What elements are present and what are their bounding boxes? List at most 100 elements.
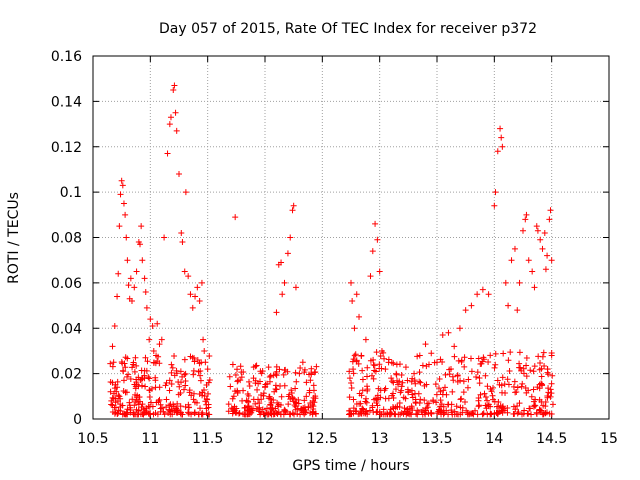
data-point [267, 404, 274, 411]
data-point [359, 387, 366, 394]
data-point [500, 350, 507, 357]
data-point [197, 372, 204, 379]
data-point [518, 383, 525, 390]
data-point [520, 370, 527, 377]
data-point [263, 405, 270, 412]
data-point [196, 298, 203, 305]
data-point [117, 191, 124, 198]
data-point [358, 352, 365, 359]
data-point [435, 385, 442, 392]
data-point [356, 410, 363, 417]
data-point [435, 408, 442, 415]
data-point [514, 384, 521, 391]
data-point [390, 379, 397, 386]
data-point [179, 411, 186, 418]
data-point [195, 368, 202, 375]
data-point [285, 401, 292, 408]
data-point [282, 366, 289, 373]
data-point [348, 380, 355, 387]
data-point [505, 357, 512, 364]
data-point [349, 298, 356, 305]
data-point [171, 352, 178, 359]
data-point [392, 411, 399, 418]
data-point [376, 408, 383, 415]
data-point [182, 382, 189, 389]
data-point [246, 378, 253, 385]
data-point [392, 386, 399, 393]
data-point [226, 373, 233, 380]
data-point [245, 411, 252, 418]
data-point [249, 407, 256, 414]
data-point [416, 352, 423, 359]
data-point [547, 386, 554, 393]
data-point [523, 354, 530, 361]
data-point [485, 403, 492, 410]
data-point [498, 382, 505, 389]
data-point [152, 409, 159, 416]
data-point [163, 404, 170, 411]
data-point [490, 396, 497, 403]
data-point [443, 391, 450, 398]
data-point [273, 309, 280, 316]
data-point [250, 364, 257, 371]
data-point [177, 368, 184, 375]
data-point [388, 375, 395, 382]
data-point [206, 377, 213, 384]
data-point [131, 368, 138, 375]
data-point [534, 384, 541, 391]
data-point [364, 387, 371, 394]
data-point [460, 389, 467, 396]
data-point [516, 349, 523, 356]
data-point [243, 397, 250, 404]
data-point [416, 378, 423, 385]
data-point [153, 352, 160, 359]
data-point [375, 385, 382, 392]
data-point [312, 369, 319, 376]
data-point [538, 373, 545, 380]
data-point [399, 379, 406, 386]
data-point [205, 411, 212, 418]
data-point [423, 405, 430, 412]
data-point [244, 407, 251, 414]
data-point [518, 411, 525, 418]
data-point [120, 200, 127, 207]
data-point [428, 350, 435, 357]
data-point [201, 387, 208, 394]
data-point [171, 82, 178, 89]
data-point [233, 409, 240, 416]
data-point [132, 385, 139, 392]
y-tick-label: 0 [73, 412, 82, 428]
data-point [114, 293, 121, 300]
data-point [512, 406, 519, 413]
data-point [499, 404, 506, 411]
data-point [176, 383, 183, 390]
data-point [350, 370, 357, 377]
data-point [492, 350, 499, 357]
data-point [194, 356, 201, 363]
data-point [185, 410, 192, 417]
data-point [237, 363, 244, 370]
data-point [152, 360, 159, 367]
data-point [203, 395, 210, 402]
data-point [107, 360, 114, 367]
data-point [489, 392, 496, 399]
data-point [468, 302, 475, 309]
data-point [159, 404, 166, 411]
data-point [378, 347, 385, 354]
data-point [473, 374, 480, 381]
data-point [548, 390, 555, 397]
data-point [114, 378, 121, 385]
data-point [245, 403, 252, 410]
data-point [366, 407, 373, 414]
data-point [491, 364, 498, 371]
data-point [534, 227, 541, 234]
data-point [409, 391, 416, 398]
x-tick-label: 11 [141, 431, 159, 447]
data-point [494, 148, 501, 155]
data-point [441, 410, 448, 417]
data-point [348, 385, 355, 392]
data-point [293, 378, 300, 385]
data-point [124, 257, 131, 264]
data-point [513, 389, 520, 396]
data-point [168, 369, 175, 376]
